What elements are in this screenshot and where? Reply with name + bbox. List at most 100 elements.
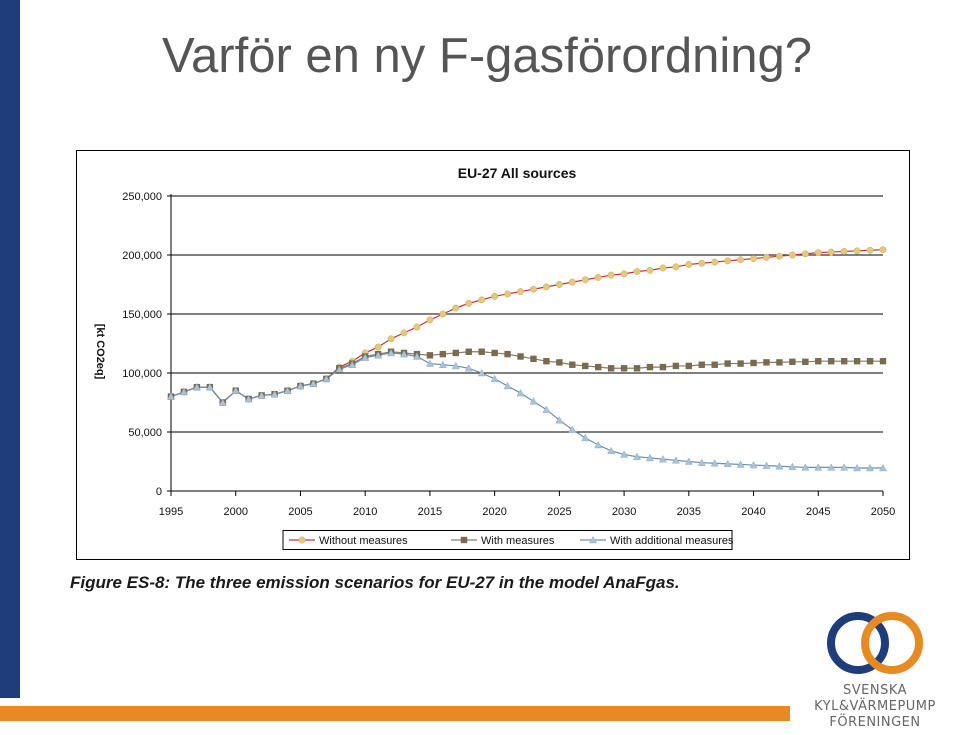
series-1-point xyxy=(814,249,822,257)
series-3-point xyxy=(879,463,887,472)
series-3-point xyxy=(283,386,292,394)
series-3-point xyxy=(205,383,214,391)
series-2-point xyxy=(530,355,537,363)
series-3-point xyxy=(516,389,525,397)
series-1-point xyxy=(775,252,783,260)
series-2-point xyxy=(517,353,524,360)
series-2-point xyxy=(646,363,654,371)
series-3-point xyxy=(413,352,421,360)
logo-rings xyxy=(827,612,923,674)
series-3-point xyxy=(594,440,603,449)
logo-text-line-2: KYL&VÄRMEPUMP xyxy=(814,699,936,714)
chart-title: EU-27 All sources xyxy=(458,165,577,181)
series-1-point xyxy=(711,258,719,266)
series-3-point xyxy=(710,459,719,467)
series-3-point xyxy=(270,390,279,398)
series-1-point xyxy=(685,260,693,268)
x-tick-label: 2020 xyxy=(482,506,506,518)
x-tick-label: 2050 xyxy=(871,506,895,518)
series-2-point xyxy=(724,360,731,367)
y-tick-label: 200,000 xyxy=(122,250,162,262)
series-3-point xyxy=(827,463,836,471)
legend-label-3: With additional measures xyxy=(610,535,734,547)
series-3-point xyxy=(322,374,331,383)
series-3-point xyxy=(464,364,473,372)
series-1-point xyxy=(530,285,537,293)
series-3-point xyxy=(231,386,240,394)
series-3-point xyxy=(529,397,538,405)
series-2-point xyxy=(853,358,861,365)
series-1-point xyxy=(452,304,460,312)
series-3-point xyxy=(555,416,564,424)
series-3-point xyxy=(723,459,732,468)
series-3-point xyxy=(633,452,641,460)
series-2-point xyxy=(569,361,576,368)
x-tick-label: 2000 xyxy=(223,506,247,518)
logo-text-line-1: SVENSKA xyxy=(842,683,908,698)
series-3-point xyxy=(309,379,318,387)
series-2-point xyxy=(620,365,628,372)
chart-frame: EU-27 All sources 0 50,000 100,000 150,000 20… xyxy=(76,150,910,560)
series-1-point xyxy=(400,329,408,337)
series-1-point xyxy=(672,263,680,271)
series-1-point xyxy=(853,247,861,255)
series-2-point xyxy=(750,359,757,367)
x-tick-label: 2010 xyxy=(353,506,377,518)
series-1-point xyxy=(387,335,395,343)
series-1-point xyxy=(827,248,835,256)
series-1-point xyxy=(555,281,563,288)
series-2-point xyxy=(685,362,693,370)
series-3-point xyxy=(425,359,434,367)
series-3-point xyxy=(490,374,499,383)
legend-label-1: Without measures xyxy=(319,535,408,547)
series-2-point xyxy=(556,359,563,366)
series-1-point xyxy=(879,246,887,254)
series-3-point xyxy=(658,455,667,463)
x-tick-label: 2025 xyxy=(547,506,571,518)
series-line-3 xyxy=(170,352,883,469)
series-line-1 xyxy=(170,249,884,404)
x-tick-label: 2005 xyxy=(288,506,312,518)
y-axis-label: [kt CO2eq] xyxy=(94,324,106,380)
series-3-point xyxy=(866,463,874,472)
series-2-point xyxy=(439,350,447,358)
series-1-point xyxy=(801,250,809,258)
series-1-point xyxy=(491,292,499,300)
series-3-point xyxy=(814,463,823,471)
series-2-point xyxy=(478,348,485,355)
figure-caption: Figure ES-8: The three emission scenario… xyxy=(70,573,680,592)
series-3-point xyxy=(374,351,383,359)
slide-title: Varför en ny F-gasförordning? xyxy=(162,29,813,83)
series-2-point xyxy=(659,363,667,371)
series-2-point xyxy=(840,358,848,365)
series-3-point xyxy=(192,383,201,391)
series-1-point xyxy=(568,278,576,286)
series-2-point xyxy=(426,352,434,359)
series-3-point xyxy=(387,348,396,357)
series-2-point xyxy=(491,349,498,357)
y-tick-label: 50,000 xyxy=(128,427,162,439)
series-3-point xyxy=(400,350,408,358)
legend-marker-2 xyxy=(460,536,468,544)
series-3-point xyxy=(438,360,447,368)
series-1-point xyxy=(478,296,486,304)
series-2-point xyxy=(815,358,822,365)
logo-orange-ring xyxy=(861,612,923,674)
series-1-point xyxy=(542,283,550,291)
emission-chart: EU-27 All sources 0 50,000 100,000 150,000 20… xyxy=(94,165,895,550)
series-3-point xyxy=(684,457,693,465)
logo-blue-ring xyxy=(827,612,889,674)
series-1-point xyxy=(724,257,732,265)
series-3-point xyxy=(788,462,797,471)
series-3-point xyxy=(697,458,706,466)
series-1-point xyxy=(737,256,745,264)
series-2-point xyxy=(866,358,874,365)
series-1-point xyxy=(633,268,641,275)
series-2-point xyxy=(789,358,796,365)
series-3-point xyxy=(736,460,745,468)
series-3-point xyxy=(671,456,680,464)
series-1-point xyxy=(594,273,602,281)
series-3-point xyxy=(620,450,629,458)
series-3-point xyxy=(646,453,654,462)
series-1-point xyxy=(465,299,473,307)
